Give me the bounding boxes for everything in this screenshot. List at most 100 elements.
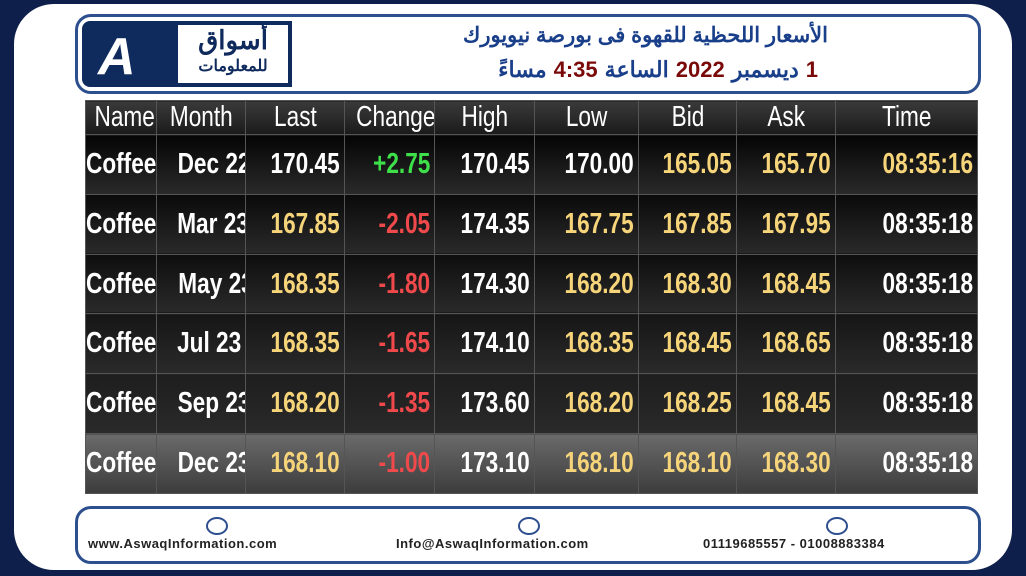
cell-text: 168.45	[662, 327, 732, 360]
column-header: Month	[156, 100, 246, 135]
table-cell: 170.45	[245, 134, 345, 195]
subtitle-part: 1	[805, 57, 818, 82]
table-cell: 174.35	[434, 193, 535, 255]
cell-text: Coffee	[86, 387, 157, 420]
table-cell: 168.45	[736, 253, 836, 315]
cell-text: 168.20	[564, 387, 634, 420]
cell-text: Coffee	[86, 327, 157, 360]
table-row: Coffee May 23 168.35 -1.80 174.30 168.20 168.3…	[85, 253, 978, 315]
table-cell: 168.35	[245, 253, 345, 315]
web-icon	[206, 517, 228, 535]
cell-text: 168.20	[564, 267, 634, 300]
title: الأسعار اللحظية للقهوة فى بورصة نيويورك	[463, 24, 828, 47]
table-cell: -1.35	[344, 373, 435, 435]
table-cell: Dec 22	[156, 134, 246, 195]
table-cell: 173.60	[434, 373, 535, 435]
cell-text: 168.30	[662, 267, 732, 300]
cell-text: Dec 22	[177, 147, 246, 180]
table-cell: Coffee	[85, 253, 157, 315]
cell-text: 170.00	[564, 147, 634, 180]
table-cell: 08:35:18	[835, 313, 978, 375]
subtitle: 1ديسمبر2022الساعة4:35مساءً	[491, 57, 818, 83]
table-cell: Coffee	[85, 193, 157, 255]
table-cell: -2.05	[344, 193, 435, 255]
table-cell: 174.10	[434, 313, 535, 375]
table-row: Coffee Dec 23 168.10 -1.00 173.10 168.10 168.1…	[85, 433, 978, 494]
table-cell: Coffee	[85, 313, 157, 375]
cell-text: 174.10	[460, 327, 530, 360]
table-cell: 167.85	[638, 193, 737, 255]
cell-text: 168.35	[270, 327, 340, 360]
subtitle-part: 2022	[675, 57, 725, 82]
column-header: Change	[344, 100, 435, 135]
cell-text: 08:35:18	[882, 207, 973, 240]
table-cell: 168.10	[638, 433, 737, 494]
logo-sub: للمعلومات	[198, 58, 268, 75]
cell-text: -1.65	[378, 327, 430, 360]
mail-icon	[518, 517, 540, 535]
cell-text: 174.30	[460, 267, 530, 300]
table-cell: Mar 23	[156, 193, 246, 255]
table-row: Coffee Jul 23 168.35 -1.65 174.10 168.35 168.4…	[85, 313, 978, 375]
column-header-text: Name	[94, 101, 155, 134]
column-header-text: Ask	[767, 101, 805, 134]
cell-text: 170.45	[270, 147, 340, 180]
table-cell: -1.00	[344, 433, 435, 494]
table-cell: Coffee	[85, 373, 157, 435]
table-cell: 170.00	[534, 134, 639, 195]
column-header-text: Change	[356, 101, 435, 134]
cell-text: May 23	[178, 267, 244, 300]
column-header: Ask	[736, 100, 836, 135]
cell-text: Coffee	[86, 447, 157, 480]
cell-text: 168.10	[564, 447, 634, 480]
price-table: Name Month Last Change High Low Bid Ask Time Coff…	[85, 100, 978, 494]
cell-text: 168.10	[662, 447, 732, 480]
logo: A أسواق للمعلومات	[82, 21, 292, 87]
column-header-text: Low	[565, 101, 608, 134]
footer: www.AswaqInformation.com Info@AswaqInfor…	[75, 506, 981, 564]
column-header: Bid	[638, 100, 737, 135]
table-cell: +2.75	[344, 134, 435, 195]
table-cell: 168.65	[736, 313, 836, 375]
cell-text: 168.45	[761, 267, 831, 300]
cell-text: Coffee	[86, 207, 157, 240]
cell-text: -1.35	[378, 387, 430, 420]
column-header-text: High	[461, 101, 508, 134]
table-cell: 168.30	[638, 253, 737, 315]
column-header-text: Month	[169, 101, 233, 134]
column-header: High	[434, 100, 535, 135]
column-header-text: Last	[273, 101, 317, 134]
table-cell: 08:35:18	[835, 373, 978, 435]
cell-text: Mar 23	[177, 207, 246, 240]
cell-text: 168.25	[662, 387, 732, 420]
subtitle-part: 4:35	[553, 57, 598, 82]
table-cell: 168.35	[534, 313, 639, 375]
table-cell: 08:35:18	[835, 193, 978, 255]
table-cell: 168.20	[245, 373, 345, 435]
table-cell: Dec 23	[156, 433, 246, 494]
cell-text: -2.05	[378, 207, 430, 240]
table-row: Coffee Sep 23 168.20 -1.35 173.60 168.20 168.2…	[85, 373, 978, 435]
cell-text: 167.85	[662, 207, 732, 240]
column-header: Last	[245, 100, 345, 135]
cell-text: 170.45	[460, 147, 530, 180]
cell-text: 173.10	[460, 447, 530, 480]
table-cell: 168.25	[638, 373, 737, 435]
subtitle-part: مساءً	[498, 57, 547, 82]
email: Info@AswaqInformation.com	[396, 536, 589, 551]
table-cell: 174.30	[434, 253, 535, 315]
cell-text: 168.30	[761, 447, 831, 480]
cell-text: 08:35:18	[882, 447, 973, 480]
table-cell: 167.85	[245, 193, 345, 255]
cell-text: 168.35	[564, 327, 634, 360]
cell-text: 168.35	[270, 267, 340, 300]
table-cell: Jul 23	[156, 313, 246, 375]
column-header-text: Bid	[671, 101, 704, 134]
table-cell: Sep 23	[156, 373, 246, 435]
table-cell: 168.30	[736, 433, 836, 494]
table-cell: 168.20	[534, 373, 639, 435]
logo-name: أسواق	[198, 25, 268, 55]
table-cell: 170.45	[434, 134, 535, 195]
phone-icon	[826, 517, 848, 535]
